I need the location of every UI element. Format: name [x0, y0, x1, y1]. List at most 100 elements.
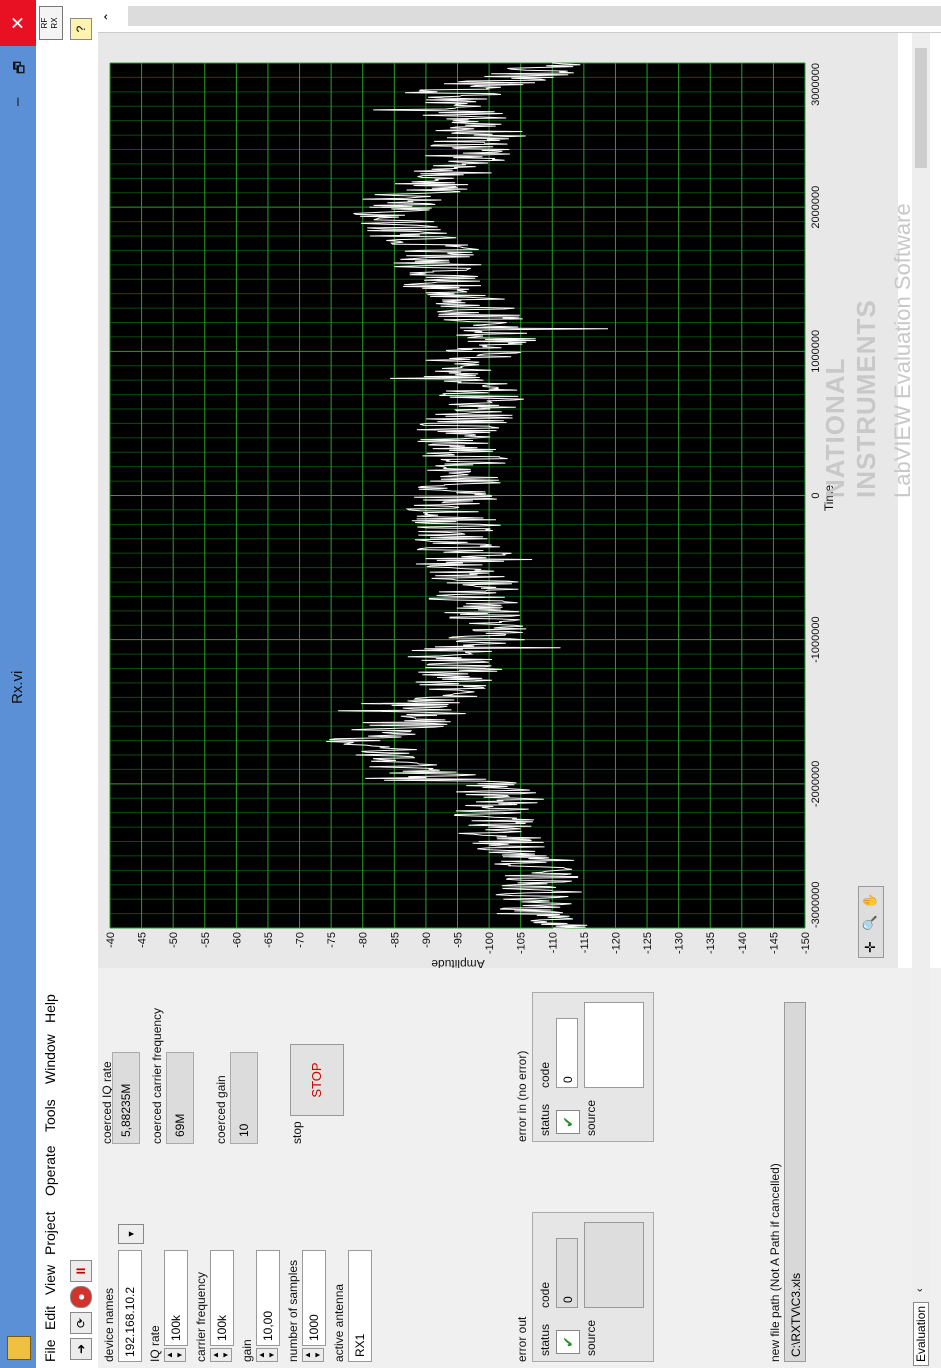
device-names-label: device names	[102, 1287, 116, 1362]
y-axis-label: Amplitude	[431, 957, 485, 968]
x-axis-label: Time	[822, 485, 836, 512]
y-tick-label: -125	[642, 932, 654, 954]
menu-window[interactable]: Window	[42, 1034, 58, 1084]
y-tick-label: -90	[421, 932, 433, 948]
y-tick-label: -135	[705, 932, 717, 954]
file-path-label: new file path (Not A Path if cancelled)	[768, 1163, 782, 1362]
x-tick-label: -2000000	[810, 761, 822, 808]
pause-icon[interactable]: II	[70, 1260, 92, 1282]
device-names-dropdown-icon[interactable]: ▼	[118, 1224, 144, 1244]
y-tick-label: -140	[737, 932, 749, 954]
horizontal-scrollbar[interactable]: Evaluation ‹	[912, 33, 930, 1368]
x-tick-label: 3000000	[810, 63, 822, 106]
active-antenna-field[interactable]: RX1	[348, 1250, 372, 1362]
x-tick-label: 0	[810, 492, 822, 498]
y-tick-label: -80	[358, 932, 370, 948]
coerced-iq-rate-value: 5,88235M	[112, 1052, 140, 1144]
x-tick-label: 2000000	[810, 186, 822, 229]
y-tick-label: -75	[326, 932, 338, 948]
run-continuously-icon[interactable]: ⟳	[70, 1312, 92, 1334]
evaluation-tag: Evaluation	[913, 1301, 929, 1366]
title-bar: Rx.vi – 🗗 ✕	[0, 0, 36, 1368]
y-tick-label: -105	[516, 932, 528, 954]
minimize-icon[interactable]: –	[9, 97, 26, 106]
number-of-samples-spinner[interactable]: ▲ ▼	[302, 1348, 324, 1362]
y-tick-label: -55	[200, 932, 212, 948]
error-in-code-label: code	[538, 1061, 552, 1088]
menu-file[interactable]: File	[42, 1339, 58, 1362]
iq-rate-field[interactable]: 100k	[164, 1250, 188, 1346]
gain-field[interactable]: 10,00	[256, 1250, 280, 1346]
y-tick-label: -95	[453, 932, 465, 948]
carrier-frequency-label: carrier frequency	[194, 1271, 208, 1362]
coerced-gain-label: coerced gain	[214, 1075, 228, 1144]
toolbar: ➜ ⟳ ● II ?	[64, 0, 98, 1368]
signal-trace	[326, 62, 609, 929]
app-icon	[7, 1336, 31, 1360]
gain-spinner[interactable]: ▲ ▼	[256, 1348, 278, 1362]
y-tick-label: -60	[231, 932, 243, 948]
y-tick-label: -130	[674, 932, 686, 954]
vi-icon: RF RX	[39, 6, 63, 40]
menu-project[interactable]: Project	[42, 1211, 58, 1255]
error-out-code-value: 0	[556, 1238, 578, 1308]
error-in-status-check-icon[interactable]: ✔	[556, 1110, 580, 1134]
run-arrow-icon[interactable]: ➜	[70, 1338, 92, 1360]
coerced-carrier-frequency-label: coerced carrier frequency	[150, 1007, 164, 1144]
y-tick-label: -115	[579, 932, 591, 953]
coerced-gain-value: 10	[230, 1052, 258, 1144]
error-in-label: error in (no error)	[515, 1050, 529, 1142]
abort-icon[interactable]: ●	[70, 1286, 92, 1308]
vertical-scrollbar[interactable]: ⌃	[98, 0, 941, 33]
y-tick-label: -50	[168, 932, 180, 948]
error-out-code-label: code	[538, 1281, 552, 1308]
menu-tools[interactable]: Tools	[42, 1099, 58, 1132]
scroll-thumb-v[interactable]	[128, 6, 941, 26]
error-out-source-field	[584, 1222, 644, 1308]
y-tick-label: -40	[105, 932, 117, 948]
error-in-status-label: status	[538, 1103, 552, 1136]
carrier-frequency-spinner[interactable]: ▲ ▼	[210, 1348, 232, 1362]
window-title: Rx.vi	[9, 670, 26, 704]
y-tick-label: -120	[610, 932, 622, 954]
scroll-thumb-h[interactable]	[915, 48, 927, 168]
error-in-code-value[interactable]: 0	[556, 1018, 578, 1088]
close-icon[interactable]: ✕	[0, 0, 36, 46]
y-tick-label: -145	[768, 932, 780, 954]
x-axis: -3000000 -2000000 -1000000 0 1000000 2000000 3…	[810, 63, 822, 928]
restore-icon[interactable]: 🗗	[11, 60, 27, 74]
y-tick-label: -100	[484, 932, 496, 954]
active-antenna-label: active antenna	[332, 1283, 346, 1362]
iq-rate-spinner[interactable]: ▲ ▼	[164, 1348, 186, 1362]
menu-help[interactable]: Help	[42, 994, 58, 1023]
y-tick-label: -65	[263, 932, 275, 948]
carrier-frequency-field[interactable]: 100k	[210, 1250, 234, 1346]
error-out-status-check-icon: ✔	[556, 1330, 580, 1354]
grid-lines	[109, 62, 806, 929]
zoom-icon[interactable]: 🔍	[862, 914, 877, 931]
iq-rate-label: IQ rate	[148, 1325, 162, 1362]
x-tick-label: 1000000	[810, 330, 822, 373]
device-names-field[interactable]: 192.168.10.2	[118, 1250, 142, 1362]
scroll-left-icon[interactable]: ‹	[914, 1288, 926, 1292]
file-path-field: C:\RXTV\C3.xls	[784, 1002, 806, 1362]
y-tick-label: -70	[295, 932, 307, 948]
error-in-source-field[interactable]	[584, 1002, 644, 1088]
pan-hand-icon[interactable]: ✋	[862, 892, 877, 909]
y-tick-label: -150	[800, 932, 812, 954]
menu-view[interactable]: View	[42, 1264, 58, 1295]
stop-label: stop	[290, 1121, 304, 1144]
ni-logo-watermark: NATIONAL INSTRUMENTS	[820, 299, 881, 498]
menu-edit[interactable]: Edit	[42, 1305, 58, 1330]
scroll-up-icon[interactable]: ⌃	[102, 11, 116, 22]
cursor-icon[interactable]: ✛	[862, 941, 878, 953]
help-icon[interactable]: ?	[70, 18, 92, 40]
number-of-samples-field[interactable]: 1000	[302, 1250, 326, 1346]
stop-button[interactable]: STOP	[290, 1044, 344, 1116]
graph-palette: ✛ 🔍 ✋	[858, 886, 884, 958]
x-tick-label: -3000000	[810, 882, 822, 929]
menu-operate[interactable]: Operate	[42, 1145, 58, 1196]
y-tick-label: -85	[389, 932, 401, 948]
x-tick-label: -1000000	[810, 616, 822, 663]
error-in-source-label: source	[584, 1099, 598, 1136]
